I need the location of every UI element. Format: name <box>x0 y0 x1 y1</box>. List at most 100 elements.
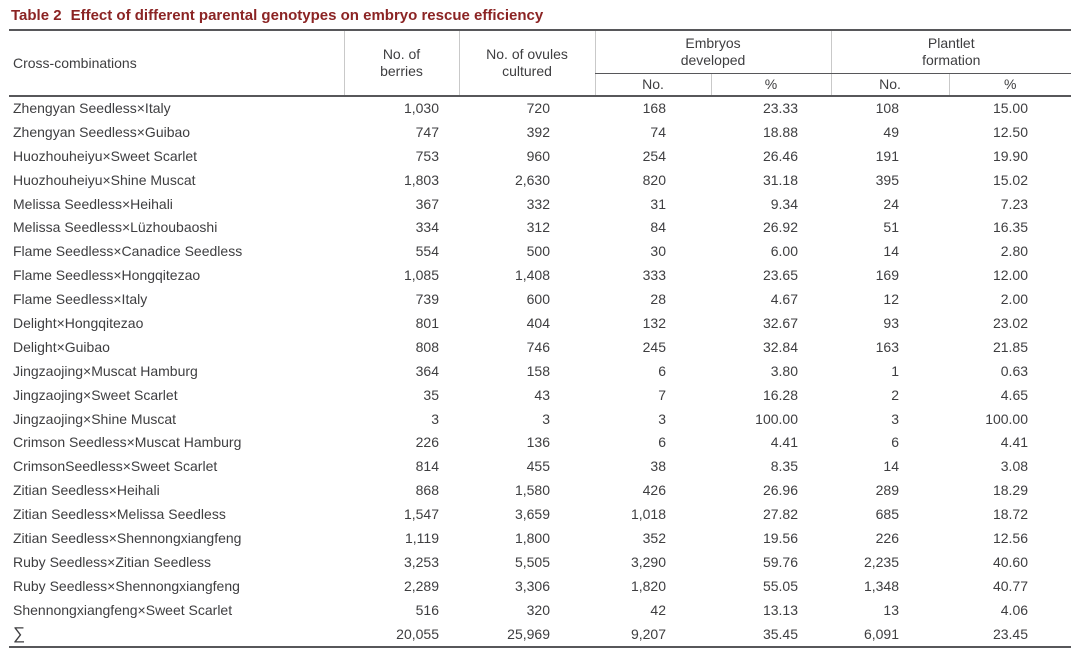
cell-value: 168 <box>642 100 666 117</box>
cell-value: 163 <box>875 338 899 355</box>
cell-value: 289 <box>875 482 899 499</box>
table-row: Ruby Seedless×Shennongxiangfeng 2,289 3,30… <box>9 574 1071 598</box>
col-header-no-of-ovules-cultured: No. of ovules cultured <box>458 30 595 97</box>
cell-value: 9.34 <box>770 195 798 212</box>
cell-value: 40.77 <box>992 577 1029 594</box>
cell-value: 2,630 <box>514 171 550 188</box>
cell-cross-combination: CrimsonSeedless×Sweet Scarlet <box>13 458 218 475</box>
cell-value: 395 <box>875 171 899 188</box>
cell-cross-combination: Flame Seedless×Hongqitezao <box>13 267 201 284</box>
cell-value: 169 <box>875 267 899 284</box>
total-row: ∑ 20,055 25,969 9,207 35.45 6,091 23.45 <box>9 621 1072 648</box>
cell-value: 2 <box>891 386 899 403</box>
cell-value: 51 <box>883 219 899 236</box>
cell-value: 7 <box>658 386 666 403</box>
cell-value: 2,235 <box>863 553 899 570</box>
cell-value: 500 <box>526 243 550 260</box>
cell-value: 747 <box>415 123 439 140</box>
cell-cross-combination: Zhengyan Seedless×Guibao <box>13 123 191 140</box>
cell-value: 1,803 <box>403 171 439 188</box>
table-row: Zhengyan Seedless×Guibao 747 392 74 18.88 49 1… <box>9 120 1071 144</box>
cell-value: 30 <box>650 243 666 260</box>
cell-value: 84 <box>650 219 666 236</box>
cell-value: 746 <box>526 338 550 355</box>
cell-value: 6 <box>891 434 899 451</box>
table-row: Flame Seedless×Italy 739 600 28 4.67 12 2.00 <box>9 287 1071 311</box>
cell-value: 26.96 <box>762 482 798 499</box>
cell-value: 2.80 <box>1000 243 1029 260</box>
cell-value: 254 <box>642 147 666 164</box>
cell-value: 1,348 <box>863 577 899 594</box>
cell-value: 19.90 <box>992 147 1029 164</box>
cell-value: 49 <box>883 123 899 140</box>
cell-value: 25,969 <box>459 621 595 648</box>
cell-value: 14 <box>883 458 899 475</box>
data-table: Cross-combinations No. of berries No. of… <box>9 29 1072 648</box>
cell-value: 35.45 <box>711 621 831 648</box>
col-header-plantlet-pct: % <box>948 73 1072 97</box>
cell-cross-combination: Huozhouheiyu×Shine Muscat <box>13 171 196 188</box>
cell-cross-combination: Ruby Seedless×Zitian Seedless <box>13 553 212 570</box>
cell-value: 12 <box>883 291 899 308</box>
cell-value: 3.08 <box>1000 458 1029 475</box>
table-row: Jingzaojing×Shine Muscat 3 3 3 100.00 3 100.00 <box>9 407 1071 431</box>
table-row: Zitian Seedless×Shennongxiangfeng 1,119 1,… <box>9 526 1071 550</box>
cell-value: 1,547 <box>403 506 439 523</box>
table-row: Melissa Seedless×Heihali 367 332 31 9.34 24 7.… <box>9 192 1071 216</box>
cell-value: 12.56 <box>992 529 1029 546</box>
table-row: Flame Seedless×Hongqitezao 1,085 1,408 333 2… <box>9 263 1071 287</box>
cell-value: 26.46 <box>762 147 798 164</box>
cell-value: 3 <box>658 410 666 427</box>
cell-value: 100.00 <box>755 410 798 427</box>
cell-value: 23.65 <box>762 267 798 284</box>
cell-value: 14 <box>883 243 899 260</box>
cell-value: 9,207 <box>595 621 711 648</box>
cell-value: 136 <box>526 434 550 451</box>
cell-value: 15.02 <box>992 171 1029 188</box>
cell-value: 226 <box>875 529 899 546</box>
table-row: Ruby Seedless×Zitian Seedless 3,253 5,505 3… <box>9 550 1071 574</box>
cell-value: 554 <box>415 243 439 260</box>
cell-value: 2.00 <box>1000 291 1029 308</box>
cell-value: 59.76 <box>762 553 798 570</box>
cell-value: 1,580 <box>514 482 550 499</box>
cell-value: 404 <box>526 314 550 331</box>
cell-value: 739 <box>415 291 439 308</box>
cell-cross-combination: Jingzaojing×Sweet Scarlet <box>13 386 178 403</box>
table-row: Flame Seedless×Canadice Seedless 554 500 30… <box>9 239 1071 263</box>
cell-value: 3,290 <box>630 553 666 570</box>
cell-value: 332 <box>526 195 550 212</box>
cell-value: 12.50 <box>992 123 1029 140</box>
cell-value: 3 <box>431 410 439 427</box>
table-row: Melissa Seedless×Lüzhoubaoshi 334 312 84 26.… <box>9 215 1071 239</box>
cell-value: 16.28 <box>762 386 798 403</box>
cell-value: 1,085 <box>403 267 439 284</box>
cell-value: 245 <box>642 338 666 355</box>
cell-cross-combination: Zitian Seedless×Shennongxiangfeng <box>13 529 242 546</box>
cell-value: 600 <box>526 291 550 308</box>
cell-value: 3,306 <box>514 577 550 594</box>
cell-value: 18.88 <box>762 123 798 140</box>
cell-value: 158 <box>526 362 550 379</box>
table-footer: ∑ 20,055 25,969 9,207 35.45 6,091 23.45 <box>9 621 1072 648</box>
cell-value: 100.00 <box>985 410 1029 427</box>
cell-value: 820 <box>642 171 666 188</box>
col-group-plantlet-formation: Plantlet formation <box>830 30 1072 74</box>
col-header-no-of-berries: No. of berries <box>343 30 459 97</box>
cell-value: 13.13 <box>762 601 798 618</box>
cell-value: 16.35 <box>992 219 1029 236</box>
cell-value: 12.00 <box>992 267 1029 284</box>
cell-cross-combination: Delight×Guibao <box>13 338 110 355</box>
cell-cross-combination: Ruby Seedless×Shennongxiangfeng <box>13 577 240 594</box>
cell-value: 960 <box>526 147 550 164</box>
cell-value: 808 <box>415 338 439 355</box>
cell-value: 334 <box>415 219 439 236</box>
table-row: Zitian Seedless×Melissa Seedless 1,547 3,6… <box>9 502 1071 526</box>
cell-value: 1,119 <box>405 529 439 546</box>
table-row: CrimsonSeedless×Sweet Scarlet 814 455 38 8.3… <box>9 454 1071 478</box>
cell-value: 23.45 <box>949 621 1072 648</box>
cell-value: 13 <box>883 601 899 618</box>
table-row: Crimson Seedless×Muscat Hamburg 226 136 6 4.… <box>9 430 1071 454</box>
cell-value: 28 <box>650 291 666 308</box>
